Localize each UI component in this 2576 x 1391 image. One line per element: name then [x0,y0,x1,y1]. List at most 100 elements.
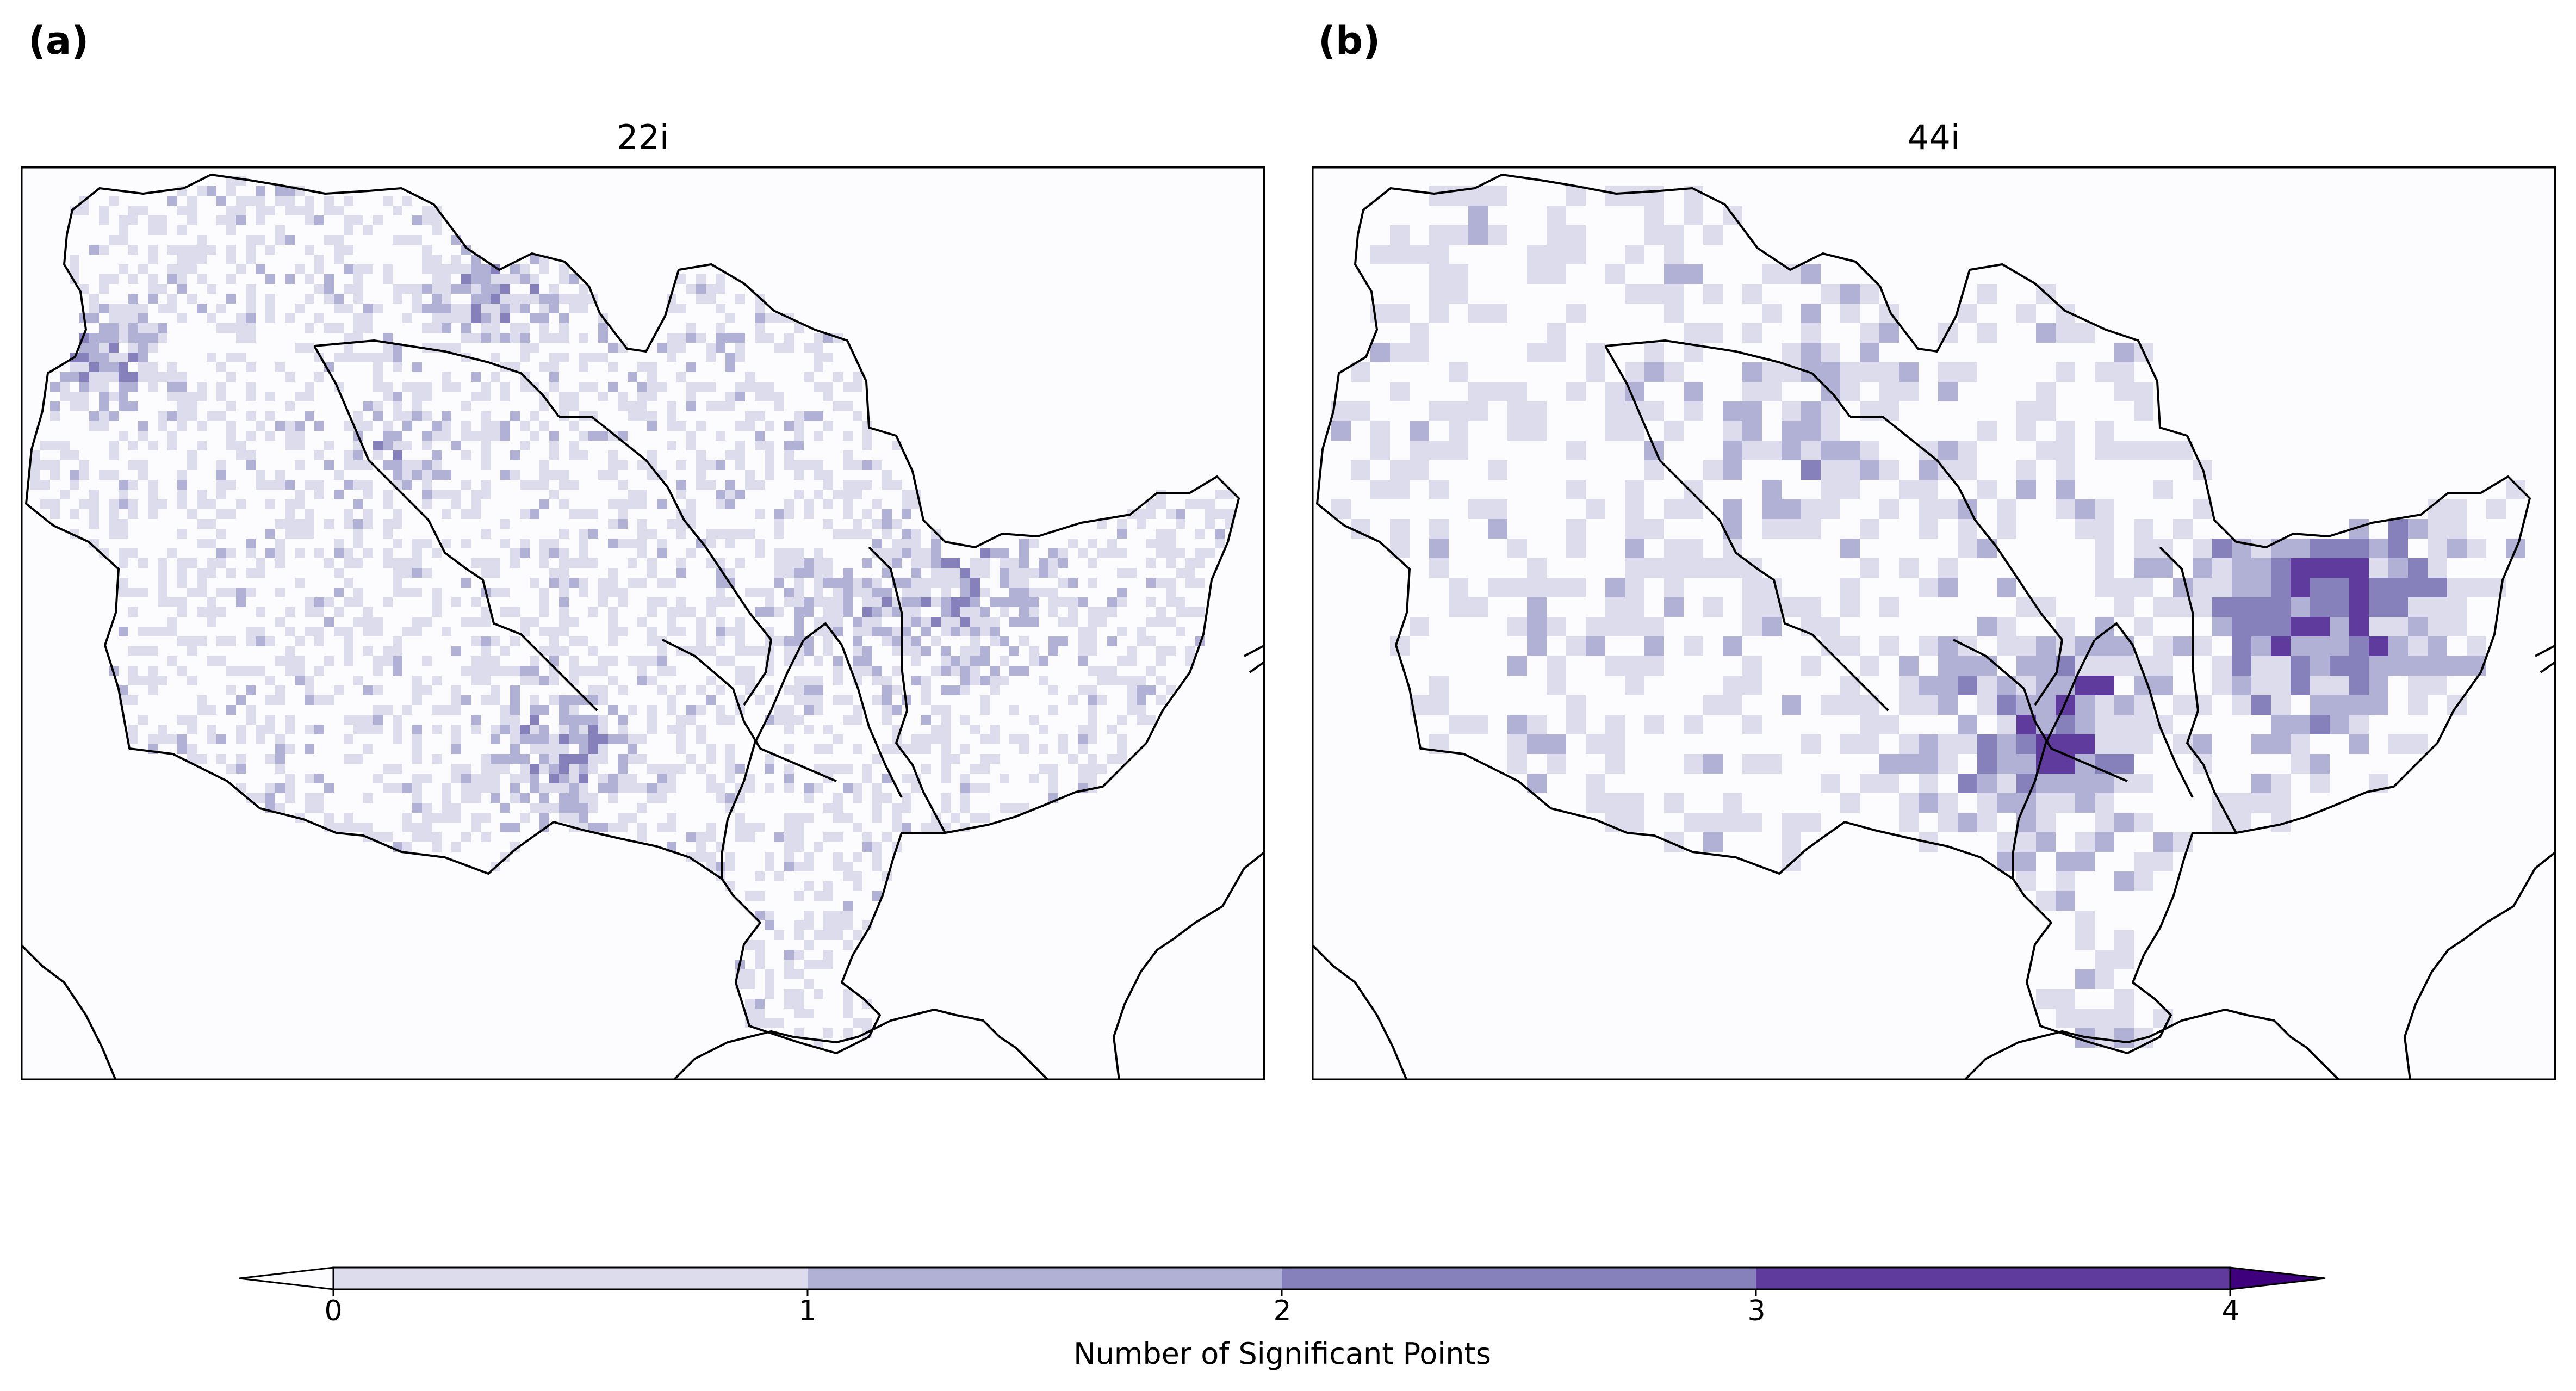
significance-cell [2114,695,2134,715]
significance-cell [1879,774,1899,793]
significance-cell [167,362,177,372]
significance-cell [177,607,187,617]
significance-cell [716,343,725,353]
significance-cell [530,656,539,666]
significance-cell [481,264,491,274]
significance-cell [2408,558,2428,578]
significance-cell [2271,539,2291,558]
significance-cell [1840,362,1860,382]
significance-cell [1215,490,1225,499]
significance-cell [569,813,579,823]
significance-cell [931,734,941,744]
significance-cell [510,734,520,744]
significance-cell [1977,480,1997,499]
significance-cell [637,362,647,372]
significance-cell [412,725,422,734]
significance-cell [79,470,89,480]
significance-cell [491,304,500,313]
significance-cell [491,431,500,441]
significance-cell [422,215,432,225]
significance-cell [833,911,843,920]
significance-cell [285,793,295,803]
significance-cell [931,597,941,607]
significance-cell [765,607,774,617]
significance-cell [1195,529,1205,539]
significance-cell [921,646,931,656]
significance-cell [1019,548,1029,558]
significance-cell [60,450,70,460]
significance-cell [285,509,295,519]
significance-cell [353,294,363,304]
significance-cell [1117,568,1127,578]
significance-cell [432,294,442,304]
significance-cell [549,636,559,646]
significance-cell [2447,578,2467,597]
significance-cell [618,813,628,823]
significance-cell [2095,519,2114,539]
significance-cell [158,676,167,685]
significance-cell [1166,548,1176,558]
significance-cell [716,401,725,411]
significance-cell [823,382,833,392]
significance-cell [246,411,256,421]
significance-cell [275,783,285,793]
significance-cell [2232,578,2251,597]
significance-cell [1176,627,1185,636]
significance-cell [138,646,148,656]
significance-cell [1429,558,1449,578]
significance-cell [432,607,442,617]
significance-cell [2193,597,2212,617]
significance-cell [676,558,686,568]
significance-cell [745,969,755,979]
significance-cell [608,607,618,617]
significance-cell [491,783,500,793]
significance-cell [902,529,911,539]
significance-cell [1938,382,1958,401]
significance-cell [1449,401,1468,421]
significance-cell [980,627,990,636]
significance-cell [608,578,618,588]
significance-cell [2349,676,2369,695]
significance-cell [363,490,373,499]
significance-cell [804,881,814,891]
significance-cell [696,460,706,470]
significance-cell [265,636,275,646]
significance-cell [246,705,256,715]
significance-cell [471,813,481,823]
significance-cell [2212,558,2232,578]
significance-cell [40,441,50,450]
significance-cell [314,284,324,294]
significance-cell [696,470,706,480]
significance-cell [569,656,579,666]
significance-cell [794,578,804,588]
significance-cell [2016,421,2036,441]
significance-cell [902,607,911,617]
significance-cell [716,304,725,313]
significance-cell [970,656,980,666]
significance-cell [1107,597,1117,607]
significance-cell [50,499,60,509]
significance-cell [676,764,686,774]
significance-cell [1664,284,1684,304]
significance-cell [921,597,931,607]
significance-cell [334,255,344,264]
significance-cell [89,333,99,343]
significance-cell [177,225,187,235]
significance-cell [1605,813,1625,832]
significance-cell [1938,734,1958,754]
significance-cell [549,774,559,783]
significance-cell [784,333,794,343]
significance-cell [794,676,804,685]
significance-cell [1723,421,1742,441]
significance-cell [167,196,177,206]
significance-cell [804,499,814,509]
significance-cell [128,401,138,411]
significance-cell [2388,519,2408,539]
significance-cell [1977,734,1997,754]
significance-cell [2016,734,2036,754]
significance-cell [853,578,862,588]
significance-cell [177,313,187,323]
significance-cell [373,441,383,450]
significance-cell [716,284,725,294]
significance-cell [226,480,236,490]
